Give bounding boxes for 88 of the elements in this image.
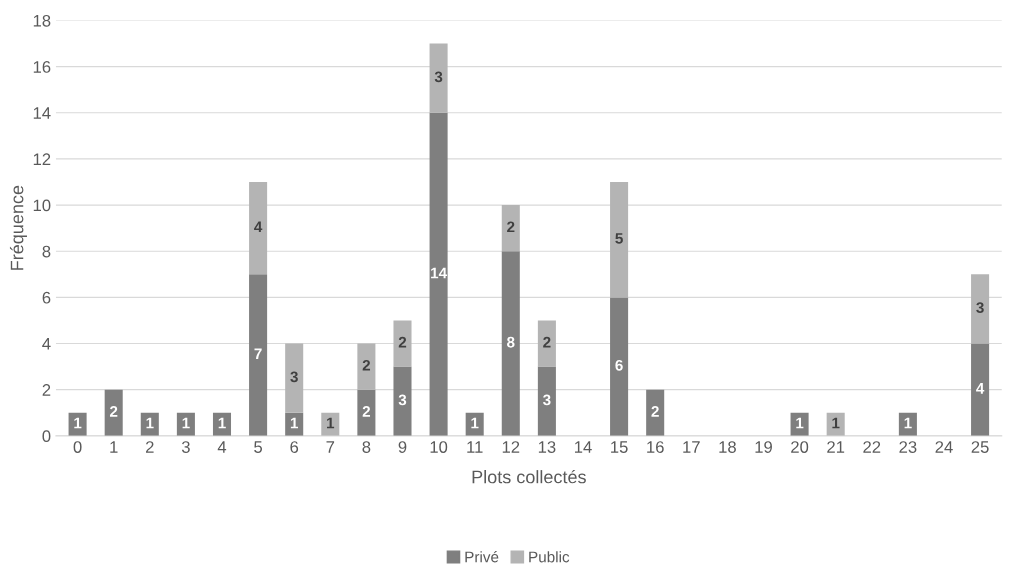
x-tick-label: 12 (502, 441, 520, 453)
data-label: 1 (471, 417, 479, 429)
y-tick-label: 8 (42, 245, 51, 258)
y-tick-label: 6 (42, 291, 51, 304)
bar (610, 182, 629, 298)
data-label: 5 (615, 233, 623, 244)
bar (501, 205, 520, 252)
x-tick-label: 15 (611, 441, 628, 453)
y-tick-label: 2 (42, 384, 51, 396)
x-tick-label: 4 (217, 441, 227, 453)
x-tick-label: 3 (181, 441, 190, 453)
y-tick-label: 18 (33, 14, 51, 27)
y-tick-label: 10 (33, 199, 51, 212)
x-tick-label: 24 (935, 441, 953, 453)
x-tick-label: 14 (574, 441, 592, 453)
data-label: 1 (182, 417, 190, 429)
data-label: 1 (796, 417, 804, 429)
y-tick-label: 12 (33, 153, 51, 165)
bar (610, 297, 629, 436)
data-label: 3 (398, 394, 407, 406)
x-tick-label: 2 (146, 441, 154, 453)
x-tick-label: 6 (290, 441, 299, 453)
x-axis-title: Plots collectés (472, 469, 586, 484)
data-label: 1 (327, 417, 335, 429)
bar (393, 320, 412, 367)
bar (393, 366, 412, 436)
x-tick-label: 17 (683, 441, 700, 453)
bar (249, 182, 268, 275)
x-tick-label: 9 (398, 441, 407, 453)
x-tick-label: 11 (467, 441, 483, 453)
data-label: 1 (832, 417, 840, 429)
y-tick-label: 0 (42, 430, 51, 443)
bar (429, 112, 448, 436)
legend-label: Public (529, 551, 570, 563)
x-tick-label: 7 (326, 441, 335, 453)
data-label: 2 (507, 221, 515, 233)
bar (429, 43, 448, 113)
x-tick-label: 0 (73, 441, 82, 453)
y-axis-title: Fréquence (9, 185, 27, 270)
bar (971, 343, 990, 436)
x-tick-label: 16 (647, 441, 664, 453)
data-label: 2 (362, 406, 371, 417)
data-label: 3 (542, 394, 551, 406)
bar (249, 274, 268, 436)
x-tick-label: 13 (538, 441, 556, 453)
data-label: 2 (109, 406, 118, 417)
data-label: 4 (976, 383, 985, 394)
legend-label: Privé (465, 550, 499, 563)
x-tick-label: 23 (899, 441, 917, 453)
x-tick-label: 18 (719, 441, 736, 453)
x-tick-label: 5 (254, 441, 263, 453)
data-label: 2 (398, 336, 407, 348)
bar (537, 320, 556, 367)
data-label: 2 (651, 406, 659, 417)
data-label: 1 (74, 417, 82, 429)
x-tick-label: 19 (755, 441, 772, 453)
bar (501, 251, 520, 436)
bar (537, 366, 556, 436)
bar (357, 343, 376, 390)
data-label: 1 (904, 417, 912, 429)
x-tick-label: 20 (791, 441, 809, 453)
data-label: 8 (507, 336, 515, 348)
y-tick-label: 16 (33, 61, 51, 73)
x-tick-label: 8 (362, 441, 371, 453)
data-label: 1 (218, 417, 226, 429)
data-label: 3 (976, 302, 984, 314)
data-label: 4 (254, 221, 263, 233)
y-tick-label: 4 (42, 338, 51, 350)
bar (104, 389, 123, 436)
data-label: 2 (362, 359, 371, 371)
data-label: 6 (615, 359, 623, 371)
x-tick-label: 22 (863, 441, 881, 453)
data-label: 7 (254, 348, 262, 360)
data-label: 3 (290, 371, 298, 383)
data-label: 14 (431, 267, 448, 279)
x-tick-label: 25 (971, 441, 989, 453)
data-label: 2 (543, 336, 551, 348)
x-tick-label: 21 (827, 441, 845, 453)
x-tick-label: 10 (430, 441, 448, 453)
data-label: 1 (146, 417, 154, 429)
data-label: 1 (290, 417, 299, 429)
bar (971, 274, 990, 344)
bar (285, 343, 304, 413)
bar (646, 389, 665, 436)
bar (357, 389, 376, 436)
x-tick-label: 1 (110, 441, 118, 453)
y-tick-label: 14 (33, 107, 51, 119)
data-label: 3 (434, 71, 443, 83)
